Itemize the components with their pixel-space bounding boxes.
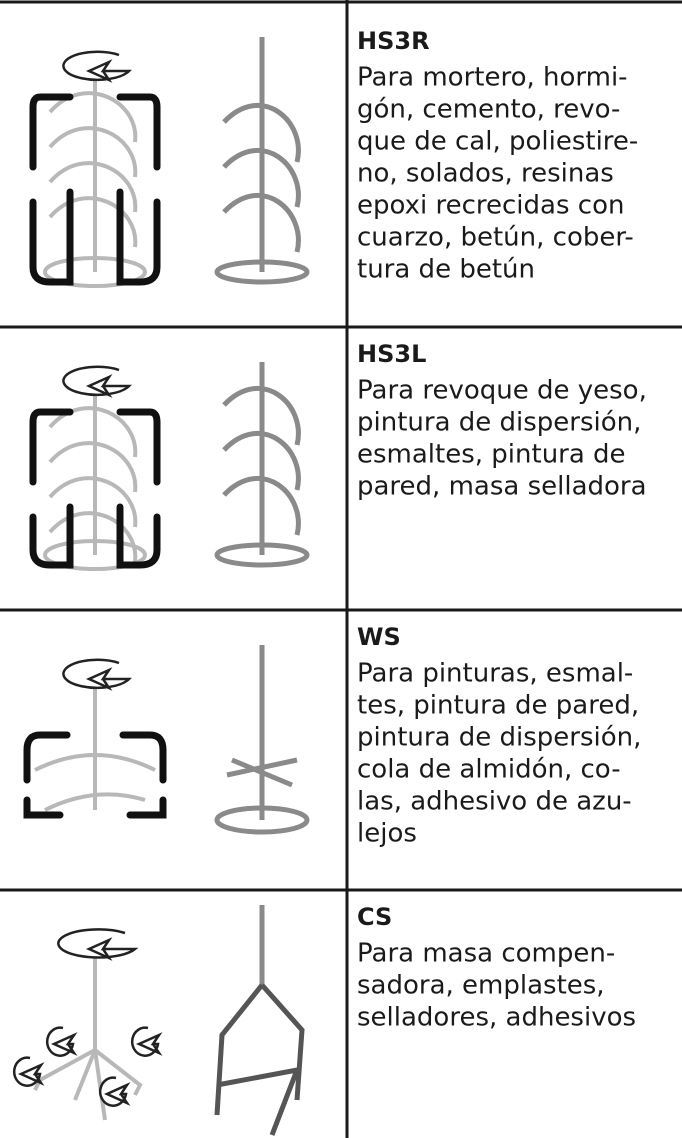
flow-arrow	[116, 408, 161, 486]
row-description-line: las, adhesivo de azu-	[357, 787, 632, 817]
illustration	[23, 645, 310, 835]
row-description-line: cuarzo, betún, cober-	[357, 223, 634, 253]
row-description-line: tes, pintura de pared,	[357, 691, 639, 721]
row-description-line: que de cal, poliestire-	[357, 127, 638, 157]
ring	[43, 256, 147, 288]
flow-arrow	[116, 93, 161, 171]
row-description-line: tura de betún	[357, 255, 535, 285]
frame	[214, 983, 305, 1136]
blade	[222, 475, 301, 536]
row-description-line: pintura de dispersión,	[357, 723, 641, 753]
row-description-line: epoxi recrecidas con	[357, 191, 624, 221]
blade	[222, 147, 301, 208]
spiral	[48, 441, 138, 493]
row-description-line: pintura de dispersión,	[357, 408, 641, 438]
flow-arrow	[29, 503, 74, 569]
row-description-line: no, solados, resinas	[357, 159, 614, 189]
flow-arrow	[119, 731, 167, 819]
rotation-arrow	[45, 1026, 78, 1057]
spiral	[48, 511, 138, 563]
illustration	[29, 37, 310, 288]
row-description-line: gón, cemento, revo-	[357, 95, 620, 125]
row-title: HS3L	[357, 340, 426, 368]
rotation-arrow	[62, 50, 132, 83]
row-description-line: Para mortero, hormi-	[357, 63, 628, 93]
spiral	[48, 161, 138, 213]
rotation-arrow	[12, 1056, 45, 1087]
row-description-line: sadora, emplastes,	[357, 971, 605, 1001]
row-description-line: selladores, adhesivos	[357, 1003, 636, 1033]
rotation-arrow	[98, 1076, 131, 1107]
flow-arrow	[29, 188, 74, 286]
spiral	[48, 91, 138, 143]
row-title: CS	[357, 903, 392, 931]
row-title: HS3R	[357, 27, 430, 55]
paddle	[34, 753, 156, 812]
ring	[43, 539, 147, 571]
flow-arrow	[23, 731, 71, 819]
row-description-line: Para pinturas, esmal-	[357, 659, 633, 689]
row-description-line: esmaltes, pintura de	[357, 440, 626, 470]
ring	[214, 259, 310, 285]
illustration	[12, 905, 305, 1136]
blade	[222, 102, 301, 163]
row-description-line: lejos	[357, 819, 417, 849]
rotation-arrow	[62, 365, 132, 398]
spiral	[48, 196, 138, 248]
spiral	[48, 126, 138, 178]
blade	[222, 430, 301, 491]
flow-arrow	[29, 408, 74, 486]
row-title: WS	[357, 623, 401, 651]
flow-arrow	[116, 503, 161, 569]
rotation-arrow	[62, 658, 132, 691]
blade	[222, 192, 301, 253]
flow-arrow	[116, 188, 161, 286]
illustration	[29, 362, 310, 571]
ring	[214, 542, 310, 568]
flow-arrow	[29, 93, 74, 171]
row-description-line: cola de almidón, co-	[357, 755, 621, 785]
rotation-arrow	[130, 1026, 163, 1057]
blade	[226, 757, 298, 788]
row-description-line: Para revoque de yeso,	[357, 376, 647, 406]
row-description-line: pared, masa selladora	[357, 472, 647, 502]
row-description-line: Para masa compen-	[357, 939, 615, 969]
blade	[222, 385, 301, 446]
rotation-arrow	[57, 928, 139, 961]
spiral	[48, 406, 138, 458]
disc	[214, 805, 310, 835]
spiral	[48, 476, 138, 528]
